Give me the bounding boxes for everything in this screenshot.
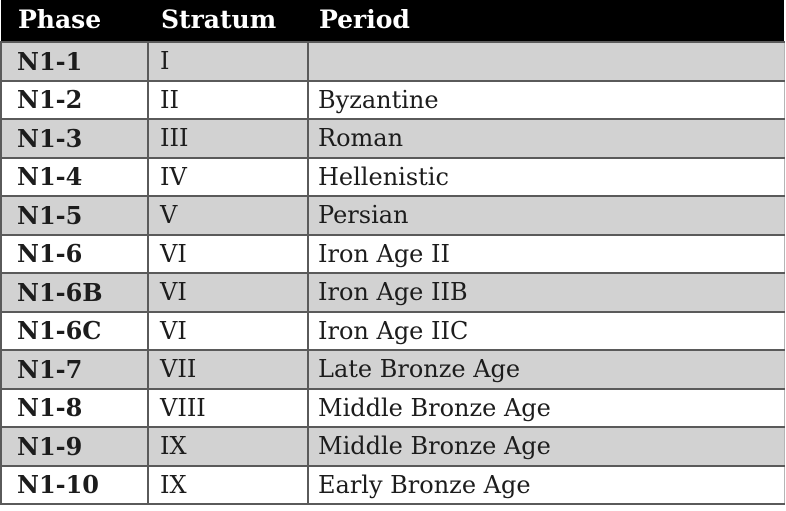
- period-cell: Iron Age II: [307, 233, 785, 274]
- table-row: N1-6 VI Iron Age II: [0, 233, 785, 274]
- phase-cell: N1-4: [0, 156, 149, 197]
- table-row: N1-4 IV Hellenistic: [0, 156, 785, 197]
- stratum-cell: IX: [147, 464, 309, 505]
- table-body: N1-1 I N1-2 II Byzantine N1-3 III Roman N1-4 IV He…: [0, 41, 785, 505]
- stratum-cell: III: [147, 118, 309, 159]
- period-cell: Iron Age IIB: [307, 272, 785, 313]
- phase-cell: N1-9: [0, 426, 149, 467]
- table-row: N1-10 IX Early Bronze Age: [0, 464, 785, 505]
- table-row: N1-3 III Roman: [0, 118, 785, 159]
- stratum-cell: IX: [147, 426, 309, 467]
- stratum-cell: II: [147, 79, 309, 120]
- period-cell: Persian: [307, 195, 785, 236]
- table-row: N1-2 II Byzantine: [0, 79, 785, 120]
- phase-cell: N1-6B: [0, 272, 149, 313]
- stratum-cell: VI: [147, 310, 309, 351]
- stratum-cell: V: [147, 195, 309, 236]
- table-row: N1-5 V Persian: [0, 195, 785, 236]
- period-cell: Hellenistic: [307, 156, 785, 197]
- period-cell: [307, 41, 785, 82]
- period-cell: Roman: [307, 118, 785, 159]
- column-header-stratum: Stratum: [148, 0, 308, 42]
- stratum-cell: VI: [147, 272, 309, 313]
- phase-cell: N1-2: [0, 79, 149, 120]
- phase-cell: N1-7: [0, 349, 149, 390]
- phase-cell: N1-3: [0, 118, 149, 159]
- table-row: N1-7 VII Late Bronze Age: [0, 349, 785, 390]
- header-row: Phase Stratum Period: [1, 0, 784, 42]
- period-cell: Early Bronze Age: [307, 464, 785, 505]
- period-cell: Middle Bronze Age: [307, 387, 785, 428]
- phase-cell: N1-1: [0, 41, 149, 82]
- column-header-period: Period: [308, 0, 784, 42]
- phase-cell: N1-8: [0, 387, 149, 428]
- column-header-phase: Phase: [1, 0, 148, 42]
- period-cell: Byzantine: [307, 79, 785, 120]
- table-row: N1-6C VI Iron Age IIC: [0, 310, 785, 351]
- period-cell: Late Bronze Age: [307, 349, 785, 390]
- table-row: N1-9 IX Middle Bronze Age: [0, 426, 785, 467]
- table-row: N1-6B VI Iron Age IIB: [0, 272, 785, 313]
- stratum-cell: VIII: [147, 387, 309, 428]
- stratum-cell: VI: [147, 233, 309, 274]
- phase-cell: N1-6C: [0, 310, 149, 351]
- stratum-cell: IV: [147, 156, 309, 197]
- table-row: N1-8 VIII Middle Bronze Age: [0, 387, 785, 428]
- phase-cell: N1-6: [0, 233, 149, 274]
- period-cell: Middle Bronze Age: [307, 426, 785, 467]
- phase-cell: N1-5: [0, 195, 149, 236]
- phase-cell: N1-10: [0, 464, 149, 505]
- stratum-cell: VII: [147, 349, 309, 390]
- table-row: N1-1 I: [0, 41, 785, 82]
- stratum-cell: I: [147, 41, 309, 82]
- period-cell: Iron Age IIC: [307, 310, 785, 351]
- table-header: Phase Stratum Period: [1, 0, 784, 42]
